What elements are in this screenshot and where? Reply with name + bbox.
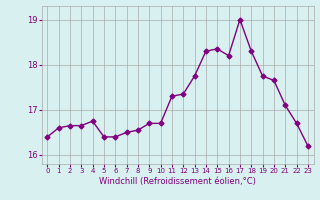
X-axis label: Windchill (Refroidissement éolien,°C): Windchill (Refroidissement éolien,°C) bbox=[99, 177, 256, 186]
